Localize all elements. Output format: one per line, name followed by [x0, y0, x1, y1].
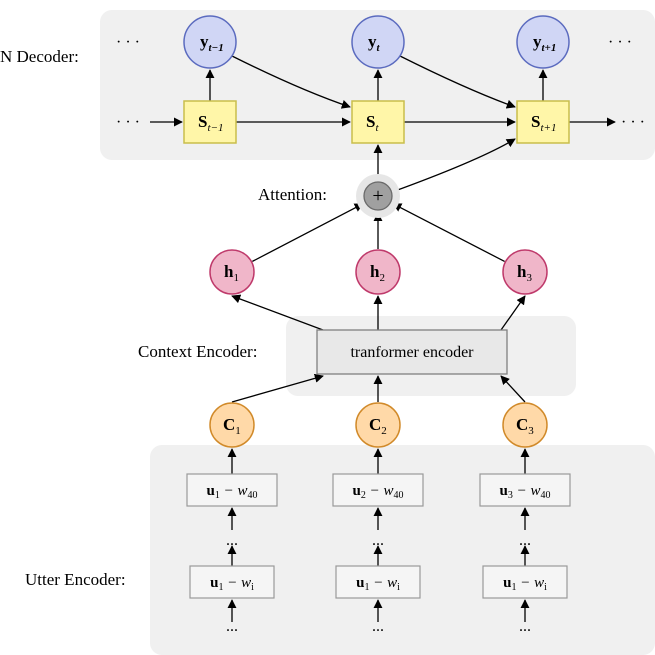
u-bot-box-label: u1 − wi — [210, 575, 254, 593]
arrow — [232, 296, 323, 330]
plus-label: + — [372, 185, 383, 207]
ellipsis: ... — [519, 532, 531, 549]
transformer-label: tranformer encoder — [350, 344, 474, 361]
ellipsis: ... — [226, 532, 238, 549]
attention-section-label: Attention: — [258, 185, 327, 204]
ellipsis: · · · — [608, 34, 632, 51]
ellipsis: · · · — [116, 114, 140, 131]
ellipsis: ... — [519, 618, 531, 635]
utter-section-label: Utter Encoder: — [25, 570, 126, 589]
arrow — [252, 204, 363, 262]
ellipsis: ... — [372, 618, 384, 635]
ellipsis: · · · — [116, 34, 140, 51]
ellipsis: ... — [372, 532, 384, 549]
context-section-label: Context Encoder: — [138, 342, 257, 361]
ellipsis: · · · — [621, 114, 645, 131]
arrow — [393, 204, 504, 262]
decoder-section-label: N Decoder: — [0, 47, 79, 66]
u-bot-box-label: u1 − wi — [503, 575, 547, 593]
ellipsis: ... — [226, 618, 238, 635]
u-bot-box-label: u1 − wi — [356, 575, 400, 593]
diagram-svg: yt−1ytyt+1St−1StSt+1+h1h2h3tranformer en… — [0, 0, 655, 655]
